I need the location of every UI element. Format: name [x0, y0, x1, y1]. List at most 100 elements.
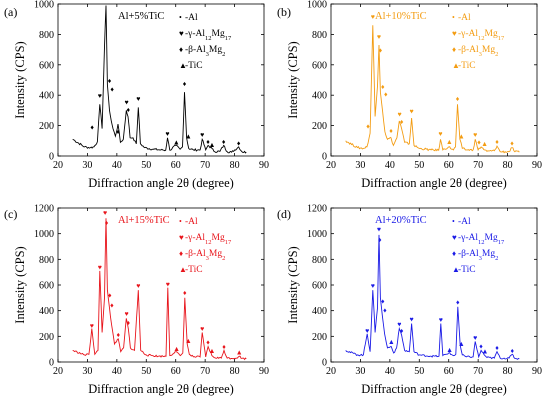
legend-label: -Al	[185, 217, 198, 227]
legend-label-subscript: 3	[479, 255, 482, 262]
legend-label-subscript: 12	[205, 239, 212, 246]
peak-marker: ♦	[456, 95, 460, 103]
legend-symbol: ♦	[179, 45, 183, 54]
peak-marker: ♦	[183, 289, 187, 297]
legend-symbol: ▲	[179, 61, 187, 70]
peak-marker: ♦	[456, 299, 460, 307]
x-axis-label: Diffraction angle 2θ (degree)	[88, 382, 234, 396]
x-tick-label: 30	[355, 160, 365, 171]
legend-label-subscript: 3	[206, 51, 209, 58]
x-tick-label: 20	[53, 366, 63, 377]
peak-marker: ▲	[185, 337, 192, 345]
legend-label-part: -TiC	[185, 61, 203, 71]
x-tick-label: 90	[532, 366, 542, 377]
peak-marker: ♥	[438, 130, 442, 138]
legend-label-part: -γ-Al	[458, 29, 478, 39]
legend-label: -γ-Al12Mg17	[458, 233, 505, 246]
peak-marker: ♦	[108, 292, 112, 300]
sample-title: Al+20%TiC	[375, 215, 427, 226]
legend-label-part: Mg	[209, 249, 222, 259]
legend-label-subscript: 2	[222, 255, 225, 262]
y-tick-label: 600	[39, 60, 54, 71]
xrd-pattern-line	[72, 5, 247, 154]
x-tick-label: 40	[385, 160, 395, 171]
legend-label-part: Mg	[482, 45, 495, 55]
peak-marker: ♦	[389, 127, 393, 135]
legend-label-subscript: 2	[495, 255, 498, 262]
peak-marker: ♦	[479, 342, 483, 350]
peak-marker: ♥	[98, 92, 102, 100]
peak-marker: ▲	[458, 340, 465, 348]
y-tick-label: 400	[312, 91, 327, 102]
x-tick-label: 70	[473, 160, 483, 171]
x-tick-label: 70	[473, 366, 483, 377]
peak-marker: ♦	[237, 139, 241, 147]
y-tick-label: 800	[312, 30, 327, 41]
panel-label: (b)	[277, 5, 291, 19]
plot-frame	[330, 3, 538, 157]
legend-label-part: Mg	[485, 233, 498, 243]
peak-marker: ♥	[377, 33, 381, 41]
legend-symbol: •	[179, 13, 182, 22]
y-tick-label: 1000	[307, 229, 327, 240]
x-tick-label: 40	[385, 366, 395, 377]
peak-marker: ♥	[371, 13, 375, 21]
y-axis-label: Intensity (CPS)	[13, 41, 27, 118]
legend-label: -TiC	[185, 265, 203, 275]
peak-marker: ♥	[136, 95, 140, 103]
y-tick-label: 200	[39, 121, 54, 132]
legend-label-part: -β-Al	[185, 45, 206, 55]
chart-panel-c: (c) 20 30 40 50 60 70 80 90 0 200 400 600 800 1000 1200…	[4, 204, 269, 397]
chart-panel-a: (a) 20 30 40 50 60 70 80 90 0 200 400 600 800 1000 Diff…	[4, 0, 269, 190]
peak-marker: ♦	[206, 138, 210, 146]
x-tick-label: 90	[259, 160, 269, 171]
y-tick-label: 200	[39, 332, 54, 343]
peak-marker: ♦	[383, 306, 387, 314]
xrd-pattern-line	[345, 25, 520, 154]
x-tick-label: 60	[444, 160, 454, 171]
y-tick-label: 1200	[34, 204, 54, 215]
x-tick-label: 50	[414, 366, 424, 377]
peak-marker: ▲	[173, 139, 180, 147]
y-axis-label: Intensity (CPS)	[286, 246, 300, 323]
y-tick-label: 200	[312, 121, 327, 132]
legend-label-part: Mg	[485, 29, 498, 39]
panel-label: (c)	[4, 207, 17, 221]
panel-label: (d)	[277, 207, 291, 221]
x-tick-label: 80	[503, 366, 513, 377]
y-tick-label: 400	[312, 306, 327, 317]
peak-marker: ♥	[377, 226, 381, 234]
peak-marker: ♦	[381, 83, 385, 91]
legend-label-part: -TiC	[458, 265, 476, 275]
legend-label-subscript: 17	[498, 239, 505, 246]
y-tick-label: 1200	[307, 204, 327, 215]
peak-marker: ♦	[495, 138, 499, 146]
legend-label-subscript: 2	[222, 51, 225, 58]
legend-label-part: Mg	[482, 249, 495, 259]
legend-symbol: ▲	[452, 265, 460, 274]
y-tick-label: 0	[49, 358, 54, 369]
x-tick-label: 20	[53, 160, 63, 171]
legend-label: -β-Al3Mg2	[185, 249, 225, 262]
legend-symbol: ♦	[452, 249, 456, 258]
peak-marker: ♦	[384, 91, 388, 99]
legend-label-subscript: 12	[478, 35, 485, 42]
legend-label-part: -β-Al	[458, 45, 479, 55]
legend-symbol: ♥	[179, 29, 184, 38]
x-tick-label: 50	[414, 160, 424, 171]
peak-marker: ♥	[136, 282, 140, 290]
legend-label: -γ-Al12Mg17	[458, 29, 505, 42]
panel-label: (a)	[4, 5, 17, 19]
legend-symbol: •	[452, 217, 455, 226]
legend-label: -β-Al3Mg2	[458, 249, 498, 262]
peak-marker: ♥	[397, 110, 401, 118]
y-tick-label: 600	[312, 281, 327, 292]
y-tick-label: 0	[322, 152, 327, 163]
legend-symbol: ♦	[452, 45, 456, 54]
peak-marker: ♦	[105, 219, 109, 227]
legend-label-part: -TiC	[458, 61, 476, 71]
y-tick-label: 800	[312, 255, 327, 266]
y-tick-label: 1000	[307, 0, 327, 11]
x-tick-label: 60	[171, 366, 181, 377]
legend-label-part: Mg	[212, 233, 225, 243]
